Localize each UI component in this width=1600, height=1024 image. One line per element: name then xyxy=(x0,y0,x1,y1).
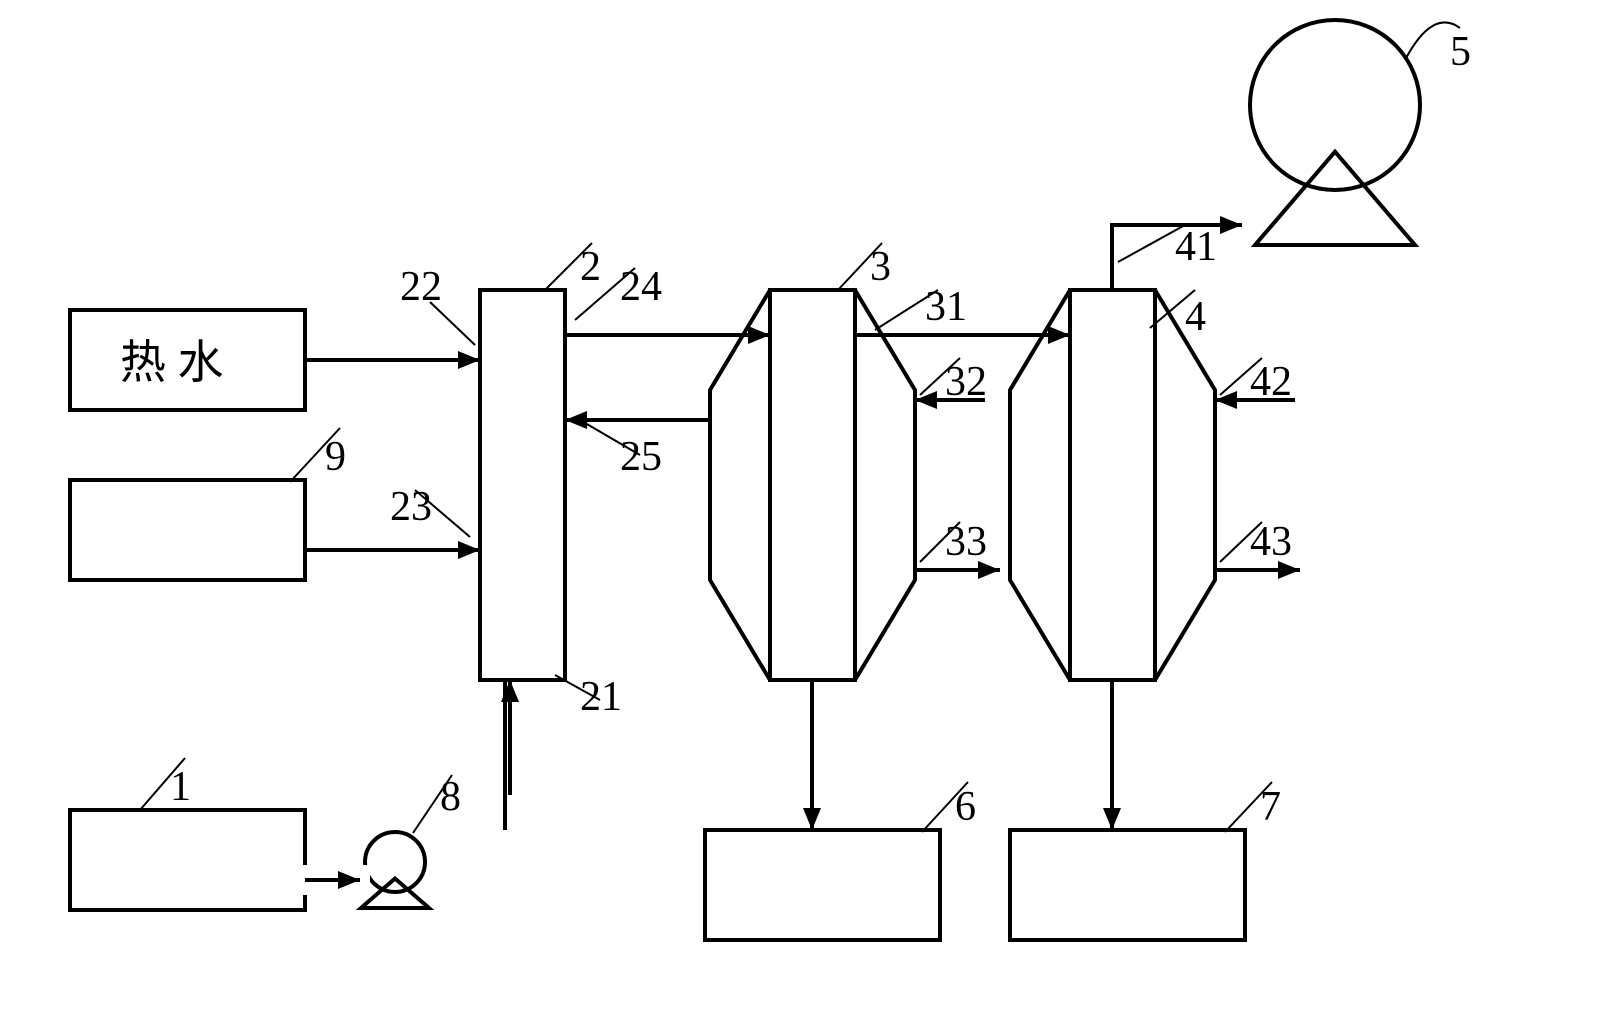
arrowhead xyxy=(1215,391,1237,409)
box-b1 xyxy=(70,810,305,910)
label-n43: 43 xyxy=(1250,519,1292,565)
label-n25: 25 xyxy=(620,434,662,480)
box-b7 xyxy=(1010,830,1245,940)
label-n24: 24 xyxy=(620,264,662,310)
label-n4: 4 xyxy=(1185,294,1206,340)
unit-4-left-panel xyxy=(1010,290,1070,680)
label-n21: 21 xyxy=(580,674,622,720)
box-b9 xyxy=(70,480,305,580)
box-b3 xyxy=(770,290,855,680)
arrowhead xyxy=(1220,216,1242,234)
label-n32: 32 xyxy=(945,359,987,405)
pump-5-circle xyxy=(1250,20,1420,190)
arrowhead xyxy=(1048,326,1070,344)
label-n33: 33 xyxy=(945,519,987,565)
label-n42: 42 xyxy=(1250,359,1292,405)
label-n9: 9 xyxy=(325,434,346,480)
arrowhead xyxy=(458,351,480,369)
label-n5: 5 xyxy=(1450,29,1471,75)
label-n22: 22 xyxy=(400,264,442,310)
label-n23: 23 xyxy=(390,484,432,530)
label-n2: 2 xyxy=(580,244,601,290)
arrowhead xyxy=(1103,808,1121,830)
box-b6 xyxy=(705,830,940,940)
label-n41: 41 xyxy=(1175,224,1217,270)
label-n31: 31 xyxy=(925,284,967,330)
label-hotwater: 热 水 xyxy=(120,337,224,388)
arrowhead xyxy=(565,411,587,429)
unit-4-right-panel xyxy=(1155,290,1215,680)
arrowhead xyxy=(458,541,480,559)
label-n3: 3 xyxy=(870,244,891,290)
unit-3-left-panel xyxy=(710,290,770,680)
unit-3-right-panel xyxy=(855,290,915,680)
arrowhead xyxy=(803,808,821,830)
box-b4 xyxy=(1070,290,1155,680)
label-n7: 7 xyxy=(1260,784,1281,830)
label-n6: 6 xyxy=(955,784,976,830)
label-n8: 8 xyxy=(440,774,461,820)
pump-5-base xyxy=(1255,152,1415,245)
label-n1: 1 xyxy=(170,764,191,810)
arrowhead xyxy=(915,391,937,409)
box-b2 xyxy=(480,290,565,680)
arrowhead xyxy=(748,326,770,344)
